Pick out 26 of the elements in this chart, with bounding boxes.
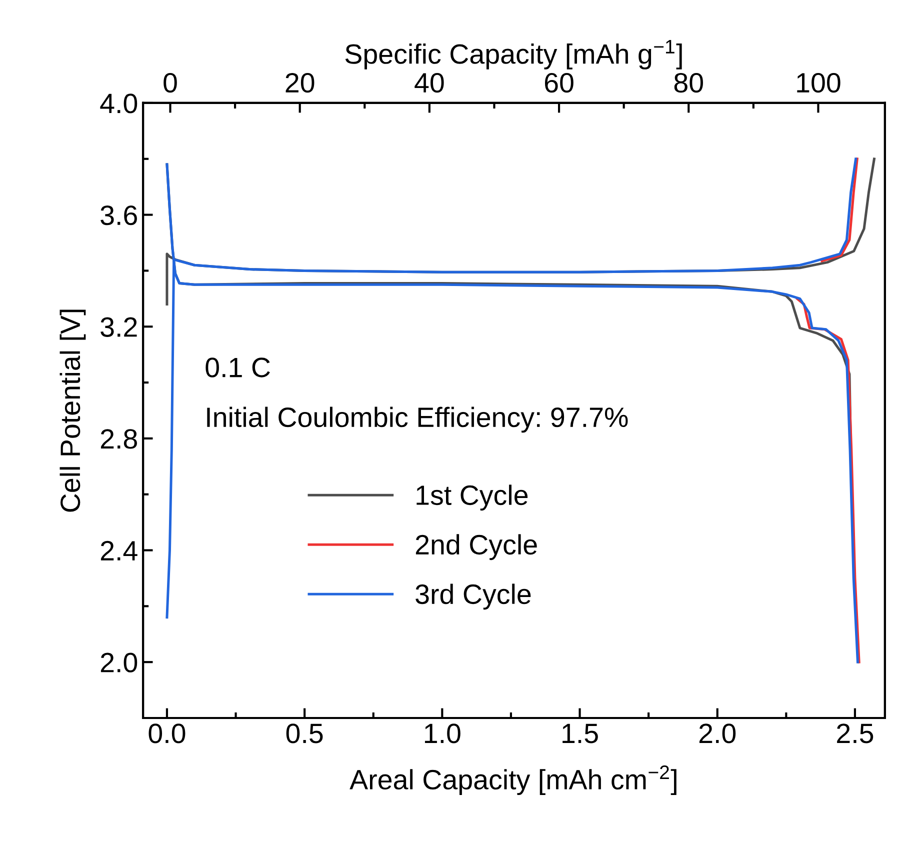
- x-tick-label: 0.0: [148, 724, 186, 744]
- x-tick-label: 0.5: [286, 724, 323, 744]
- legend-label: 2nd Cycle: [416, 534, 537, 560]
- x-axis-title: Areal Capacity [mAh cm$^{−2}$]: [350, 765, 676, 796]
- y-tick-label: 3.6: [100, 205, 137, 226]
- x2-tick-label: 20: [286, 72, 314, 93]
- x2-tick-label: 0: [164, 72, 177, 93]
- y-tick-label: 2.0: [100, 652, 138, 672]
- x-tick-label: 1.0: [424, 724, 460, 744]
- y-tick-label: 2.8: [100, 429, 137, 449]
- annotation: 0.1 C: [206, 358, 270, 378]
- x2-axis-title: Specific Capacity [mAh g$^{−1}$]: [345, 40, 682, 70]
- x-tick-label: 2.0: [699, 724, 736, 744]
- y-tick-label: 2.4: [100, 540, 138, 560]
- x2-tick-label: 40: [414, 72, 444, 93]
- x2-tick-label: 100: [797, 72, 840, 93]
- legend-label: 3rd Cycle: [416, 584, 531, 610]
- x2-tick-label: 60: [544, 72, 574, 93]
- x-tick-label: 1.5: [562, 724, 598, 744]
- y-tick-label: 4.0: [100, 94, 138, 114]
- x2-tick-label: 80: [674, 72, 703, 93]
- y-tick-label: 3.2: [100, 317, 137, 337]
- legend-label: 1st Cycle: [416, 484, 528, 511]
- y-axis-title: Cell Potential [V]: [60, 310, 86, 512]
- x-tick-label: 2.5: [837, 724, 874, 744]
- annotation: Initial Coulombic Efficiency: 97.7%: [207, 406, 628, 433]
